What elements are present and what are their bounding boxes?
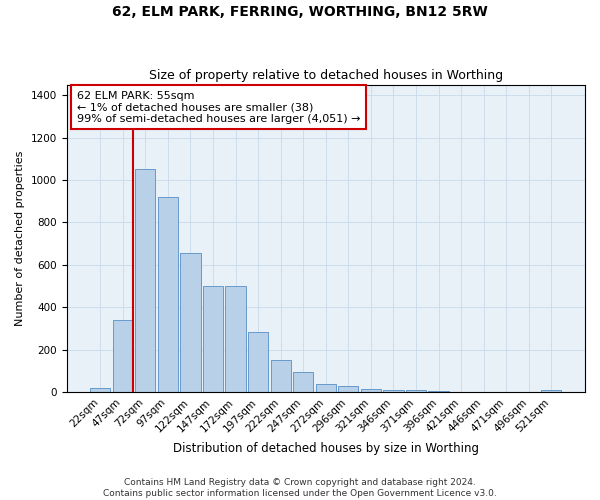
Bar [135, 170, 155, 392]
Y-axis label: Number of detached properties: Number of detached properties [15, 150, 25, 326]
Bar [203, 286, 223, 392]
X-axis label: Distribution of detached houses by size in Worthing: Distribution of detached houses by size … [173, 442, 479, 455]
Bar [226, 286, 246, 392]
Bar [338, 386, 358, 392]
Text: 62 ELM PARK: 55sqm
← 1% of detached houses are smaller (38)
99% of semi-detached: 62 ELM PARK: 55sqm ← 1% of detached hous… [77, 90, 361, 124]
Bar [383, 390, 404, 392]
Bar [90, 388, 110, 392]
Bar [248, 332, 268, 392]
Bar [271, 360, 291, 392]
Bar [406, 390, 426, 392]
Bar [541, 390, 562, 392]
Text: 62, ELM PARK, FERRING, WORTHING, BN12 5RW: 62, ELM PARK, FERRING, WORTHING, BN12 5R… [112, 5, 488, 19]
Bar [361, 389, 381, 392]
Bar [113, 320, 133, 392]
Bar [293, 372, 313, 392]
Bar [181, 253, 200, 392]
Bar [158, 197, 178, 392]
Title: Size of property relative to detached houses in Worthing: Size of property relative to detached ho… [149, 69, 503, 82]
Text: Contains HM Land Registry data © Crown copyright and database right 2024.
Contai: Contains HM Land Registry data © Crown c… [103, 478, 497, 498]
Bar [316, 384, 336, 392]
